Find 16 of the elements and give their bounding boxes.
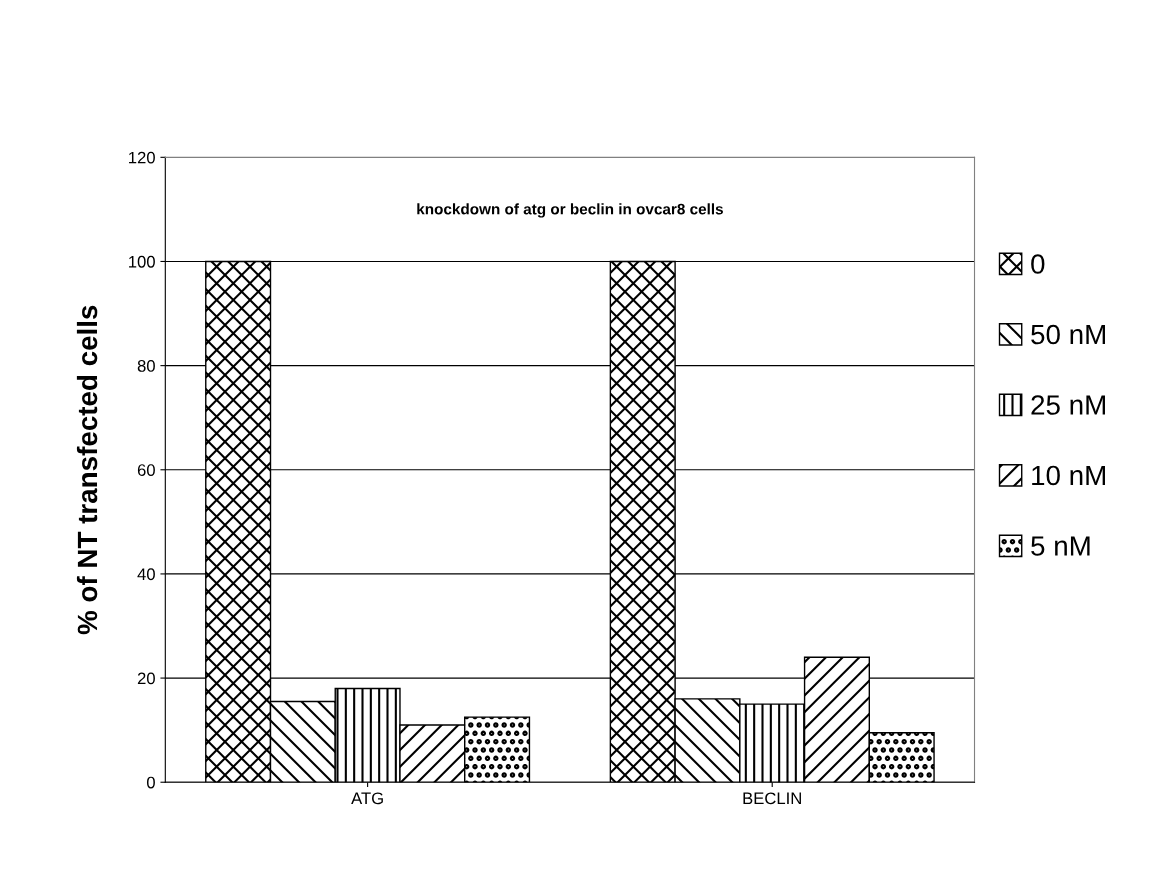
y-tick-label: 40 <box>137 568 155 581</box>
y-tick-label: 80 <box>137 360 155 372</box>
y-axis-title: % of NT transfected cells <box>76 305 98 635</box>
legend-label: 25 nM <box>1031 395 1105 415</box>
legend-label: 5 nM <box>1031 536 1090 556</box>
y-tick-label: 20 <box>137 672 155 685</box>
legend-label: 10 nM <box>1032 465 1105 486</box>
x-tick-label: BECLIN <box>743 792 801 805</box>
x-tick-label: ATG <box>351 792 383 805</box>
y-tick-label: 0 <box>146 776 155 789</box>
y-tick-label: 120 <box>129 151 155 164</box>
legend-label: 0 <box>1031 254 1045 274</box>
legend-label: 50 nM <box>1031 324 1105 345</box>
y-tick-label: 60 <box>137 464 155 476</box>
y-tick-label: 100 <box>129 255 155 268</box>
text: knockdown of atg or beclin in ovcar8 cells <box>417 203 723 218</box>
